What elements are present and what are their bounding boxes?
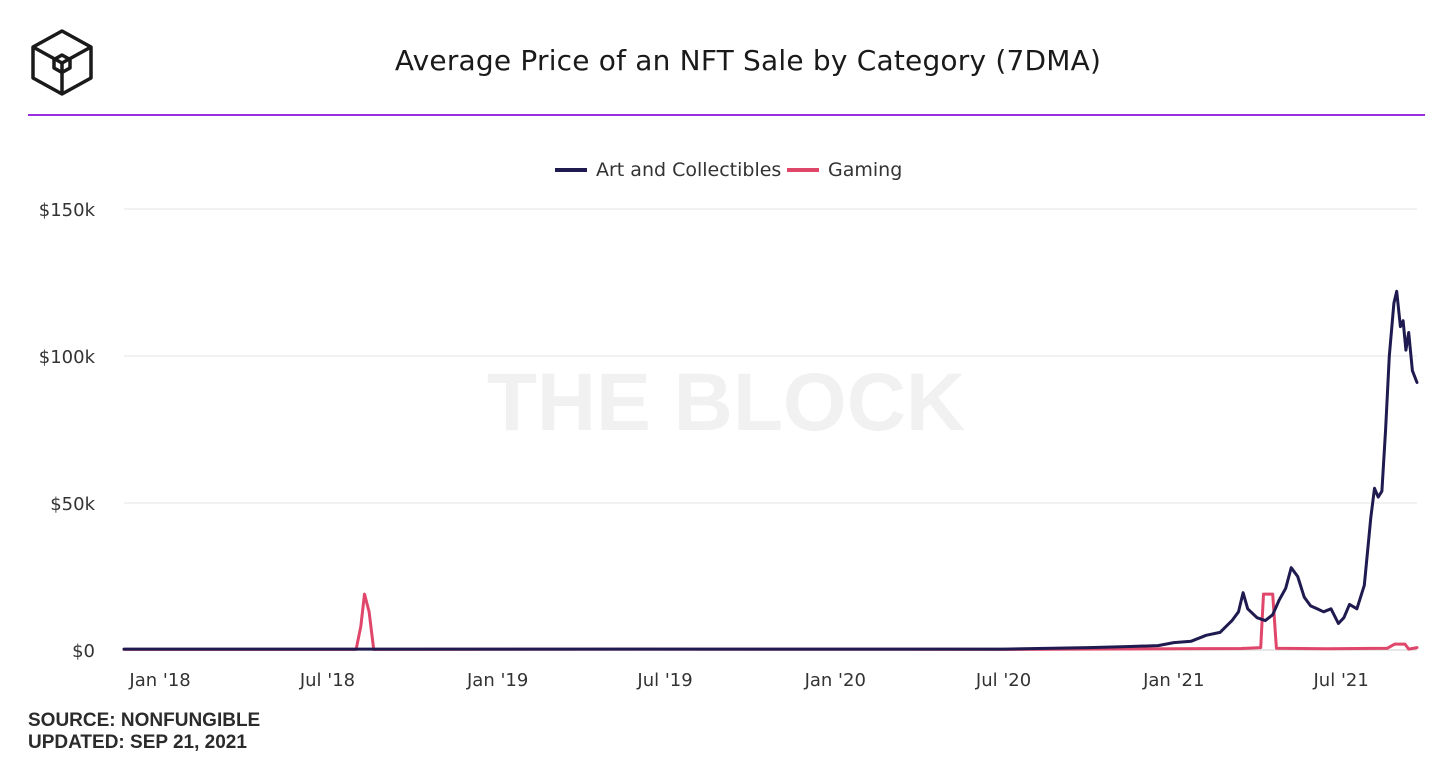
x-tick-label: Jan '21 bbox=[1142, 670, 1204, 691]
footer: SOURCE: NONFUNGIBLE UPDATED: SEP 21, 202… bbox=[28, 710, 260, 754]
legend-label-art: Art and Collectibles bbox=[596, 159, 781, 181]
legend-item-art[interactable]: Art and Collectibles bbox=[555, 159, 781, 181]
x-tick-label: Jul '18 bbox=[299, 670, 355, 691]
x-tick-label: Jan '18 bbox=[128, 670, 190, 691]
source-note: SOURCE: NONFUNGIBLE bbox=[28, 710, 261, 731]
y-tick-label: $100k bbox=[39, 347, 96, 368]
x-axis: Jan '18 Jul '18 Jan '19 Jul '19 Jan '20 Jul '… bbox=[128, 670, 1368, 691]
page-title: Average Price of an NFT Sale by Category… bbox=[394, 44, 1102, 77]
series-lines bbox=[122, 289, 1419, 651]
grid-lines bbox=[124, 208, 1417, 504]
y-tick-label: $0 bbox=[72, 641, 95, 662]
watermark: THE BLOCK bbox=[487, 357, 965, 448]
legend: Art and Collectibles Gaming bbox=[555, 159, 902, 181]
y-tick-label: $50k bbox=[50, 494, 95, 515]
updated-note: UPDATED: SEP 21, 2021 bbox=[28, 732, 247, 753]
series-line-gaming bbox=[122, 592, 1419, 651]
title-divider bbox=[28, 114, 1425, 116]
x-tick-label: Jul '20 bbox=[975, 670, 1031, 691]
legend-item-gaming[interactable]: Gaming bbox=[787, 159, 902, 181]
x-tick-label: Jul '21 bbox=[1313, 670, 1369, 691]
line-chart: THE BLOCK $0 $50k $100k $150k Jan '18 Jul '1… bbox=[39, 159, 1419, 691]
x-tick-label: Jul '19 bbox=[636, 670, 692, 691]
the-block-cube-logo-icon bbox=[31, 29, 93, 96]
x-tick-label: Jan '19 bbox=[466, 670, 528, 691]
y-axis: $0 $50k $100k $150k bbox=[39, 200, 96, 662]
legend-label-gaming: Gaming bbox=[828, 159, 902, 181]
y-tick-label: $150k bbox=[39, 200, 96, 221]
x-tick-label: Jan '20 bbox=[804, 670, 866, 691]
series-line-art bbox=[122, 289, 1419, 651]
